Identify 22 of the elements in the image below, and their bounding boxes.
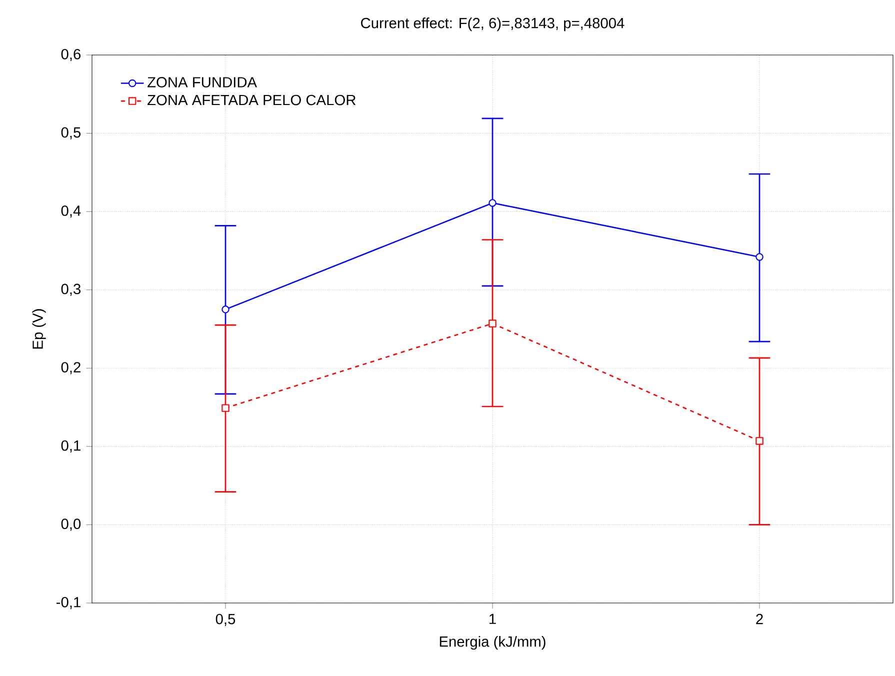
point	[222, 306, 230, 314]
chart-title: Current effect: F(2, 6)=,83143, p=,48004	[361, 18, 624, 32]
x-tick-label: 1	[490, 614, 496, 624]
point	[222, 404, 230, 412]
x-tick-label: 0,5	[216, 614, 236, 626]
x-axis-title: Energia (kJ/mm)	[440, 636, 546, 650]
y-axis-title: Ep (V)	[32, 309, 46, 349]
y-tick-label: 0,6	[61, 48, 81, 62]
y-tick-label: 0,0	[61, 518, 81, 531]
y-tick-label: -0,1	[56, 596, 80, 610]
point	[488, 320, 496, 328]
y-tick-label: 0,4	[61, 206, 81, 218]
legend-label: ZONA AFETADA PELO CALOR	[148, 94, 356, 106]
point	[756, 253, 764, 261]
point	[488, 199, 496, 207]
x-tick-label: 2	[756, 614, 763, 624]
y-tick-label: 0,5	[61, 127, 81, 140]
y-tick-label: 0,1	[61, 440, 80, 452]
y-tick-label: 0,2	[61, 362, 80, 374]
legend-label: ZONA FUNDIDA	[148, 77, 258, 88]
point	[756, 437, 764, 445]
y-tick-label: 0,3	[61, 284, 81, 296]
